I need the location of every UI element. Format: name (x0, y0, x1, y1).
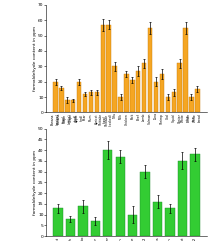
Bar (78, 206, 88, 236)
Bar (160, 74, 164, 113)
Bar (71, 100, 75, 113)
Bar (83, 94, 87, 113)
Bar (172, 93, 176, 113)
Bar (59, 88, 64, 113)
Bar (177, 63, 182, 113)
Bar (165, 208, 175, 236)
Bar (89, 93, 93, 113)
Bar (103, 150, 112, 236)
Bar (91, 221, 100, 236)
Bar (116, 157, 125, 236)
Bar (101, 25, 105, 113)
Bar (53, 208, 63, 236)
Bar (195, 89, 200, 113)
Bar (183, 28, 188, 113)
Bar (189, 97, 194, 113)
Bar (153, 202, 162, 236)
Bar (128, 215, 137, 236)
Bar (107, 25, 111, 113)
Bar (140, 172, 150, 236)
Text: a: a (123, 177, 130, 187)
Bar (112, 66, 117, 113)
Bar (95, 93, 99, 113)
Bar (136, 71, 140, 113)
Y-axis label: formaldehyde content in ppm: formaldehyde content in ppm (33, 150, 37, 215)
Bar (77, 82, 81, 113)
Bar (66, 219, 75, 236)
Bar (166, 97, 170, 113)
Bar (190, 154, 200, 236)
Bar (65, 100, 70, 113)
Bar (118, 97, 123, 113)
Bar (53, 82, 58, 113)
Bar (178, 161, 187, 236)
Bar (124, 74, 129, 113)
Bar (154, 82, 158, 113)
Bar (148, 28, 152, 113)
Bar (142, 63, 146, 113)
Y-axis label: formaldehyde content in ppm: formaldehyde content in ppm (33, 26, 37, 91)
Bar (130, 80, 135, 113)
